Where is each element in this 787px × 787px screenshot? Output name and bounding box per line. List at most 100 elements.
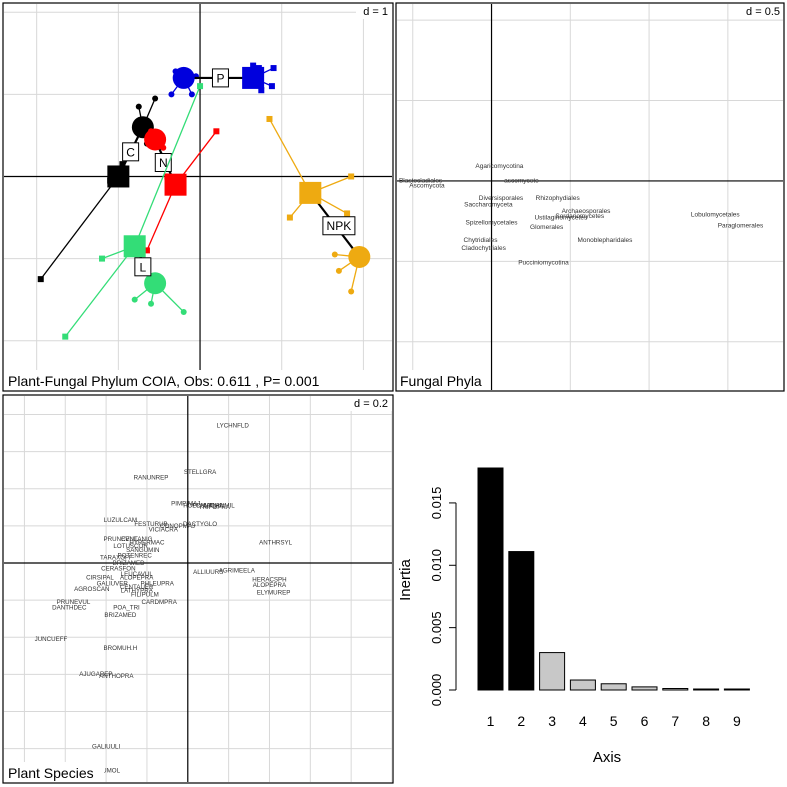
eigenvalue-ylabel: Inertia (397, 559, 414, 601)
plant-species-label: VICIACRA (149, 526, 179, 533)
eigenvalue-xtick-label: 1 (487, 713, 495, 729)
plant-species-label: GALIUMOL (88, 768, 121, 775)
plant-species-label: LUZULCAM (104, 517, 137, 524)
group-l-plant-point (148, 300, 155, 307)
fungal-phylum-label: Saccharomyceta (464, 202, 513, 209)
eigenvalue-ytick-label: 0.005 (429, 611, 444, 644)
plant-species-grid (4, 396, 393, 782)
plant-species-label: DACTYGLO (183, 521, 217, 528)
group-l-label: L (140, 260, 147, 274)
plant-species-label: PRUNEVUL (104, 536, 138, 543)
group-n-plant-centroid (144, 128, 167, 151)
eigenvalue-bar (693, 688, 720, 691)
fungal-phylum-label: Ascomycota (409, 182, 445, 189)
group-n-fungal-point (213, 128, 220, 135)
group-npk-plant-point (348, 288, 355, 295)
fungal-phyla-scale-label: d = 0.5 (746, 6, 780, 18)
group-npk-label: NPK (327, 219, 352, 233)
fungal-phyla-frame (395, 2, 785, 392)
group-l-fungal-point (99, 255, 106, 262)
plant-species-label: ALOPEPRA (120, 575, 154, 582)
plant-species-label: CENTAUER (120, 584, 154, 591)
fungal-phyla-axes (397, 4, 783, 390)
group-n-label: N (159, 156, 168, 170)
group-l-fungal-point (62, 333, 69, 340)
plant-species-scale-label: d = 0.2 (354, 398, 388, 410)
coia-scale-label: d = 1 (363, 6, 388, 18)
plant-species-label: JUNCUEFF (35, 636, 68, 643)
group-c-plant-point (152, 95, 159, 102)
eigenvalue-xtick-label: 3 (548, 713, 556, 729)
plant-species-label: LEUCAVUL (121, 571, 154, 578)
coia-panel-frame (2, 2, 394, 392)
coia-grid (4, 4, 392, 390)
coia-marks: P C N L NPK (37, 62, 371, 340)
group-npk-plant-centroid (348, 245, 371, 268)
plant-species-label: RANUNREP (134, 475, 169, 482)
plant-species-label: HYPERMAC (129, 539, 165, 546)
plant-species-title-bg (4, 762, 104, 782)
plant-species-label: SANGUMIN (126, 547, 159, 554)
eigenvalue-bar (539, 652, 566, 691)
group-c-fungal-point (37, 276, 44, 283)
plant-species-label: TARAXOFF (100, 554, 133, 561)
eigenvalue-bar (662, 688, 689, 691)
plant-species-label: DANTHDEC (52, 604, 87, 611)
plant-species-label: LYCHNFLD (217, 423, 250, 430)
group-p-plant-point (168, 91, 175, 98)
fungal-phylum-label: Diversisporales (479, 195, 524, 202)
plant-species-label: GALIUULI (92, 744, 120, 751)
fungal-phylum-label: Monoblepharidales (577, 237, 633, 244)
plant-species-label: BRIZAMED (104, 612, 137, 619)
eigenvalue-xtick-label: 7 (671, 713, 679, 729)
plant-species-label: AGROSCAN (74, 586, 109, 593)
group-c-label-box (122, 142, 140, 162)
eigenvalue-panel: 0.000 0.005 0.010 0.015 1 2 3 4 5 6 7 8 9 Axis Inert… (397, 467, 750, 766)
fungal-phylum-label: Archaeosporales (562, 208, 612, 215)
group-p-fungal-centroid (242, 66, 265, 89)
plant-species-label: ELYMUREP (257, 590, 291, 597)
fungal-phyla-grid (397, 4, 783, 390)
group-npk-fungal-spoke (268, 118, 311, 194)
group-npk-fungal-point (348, 173, 355, 180)
group-npk-label-box (322, 216, 356, 236)
eigenvalue-xtick-label: 8 (702, 713, 710, 729)
eigenvalue-bars: 0.000 0.005 0.010 0.015 1 2 3 4 5 6 7 8 9 (429, 467, 750, 729)
group-l-fungal-centroid (123, 235, 146, 258)
eigenvalue-ytick-label: 0.010 (429, 549, 444, 582)
fungal-phyla-panel: Agaricomycotina BlastocladialesAscomycota… (395, 2, 785, 392)
plant-species-label: AGRIMEELA (219, 567, 256, 574)
group-p-fungal-point (258, 87, 265, 94)
coia-title-bg (4, 370, 374, 390)
fungal-phyla-labels: Agaricomycotina BlastocladialesAscomycota… (399, 163, 764, 266)
eigenvalue-bar (631, 686, 658, 691)
plant-species-label: FILIPULM (131, 591, 159, 598)
plant-species-label: ANTHOPRA (99, 673, 134, 680)
eigenvalue-bar (723, 688, 750, 691)
plant-species-label: POA_TRI (113, 604, 140, 611)
fungal-phylum-label: Blastocladiales (399, 178, 443, 185)
plant-species-label: BRIZAMED (113, 560, 146, 567)
plant-species-label: POTENREC (117, 552, 152, 559)
group-npk-fungal-centroid (299, 181, 322, 204)
fungal-phylum-label: Agaricomycotina (475, 163, 523, 170)
group-n-fungal-centroid (164, 173, 187, 196)
plant-species-label: PRUNEVUL (57, 599, 91, 606)
fungal-phyla-scale-bg (735, 4, 783, 19)
eigenvalue-xtick-label: 4 (579, 713, 587, 729)
group-c-fungal-centroid (107, 165, 130, 188)
eigenvalue-xlabel: Axis (593, 749, 621, 766)
group-p-fungal-point (268, 83, 275, 90)
group-l-plant-point (131, 296, 138, 303)
fungal-phylum-label: Paraglomerales (718, 223, 764, 230)
plant-species-label: ANTHRSYL (259, 539, 293, 546)
group-npk-fungal-point (286, 214, 293, 221)
plant-species-label: AJUGAREP (79, 671, 112, 678)
fungal-phylum-label: Ustilaginomycetes (534, 215, 587, 222)
group-l-fungal-point (197, 83, 204, 90)
group-npk-fungal-point (266, 115, 273, 122)
plant-species-label: LATHYPRA (121, 588, 154, 595)
fungal-phylum-label: Chytridiales (464, 237, 499, 244)
fungal-phylum-label: Glomerales (530, 224, 564, 231)
group-p-label-box (211, 68, 229, 88)
